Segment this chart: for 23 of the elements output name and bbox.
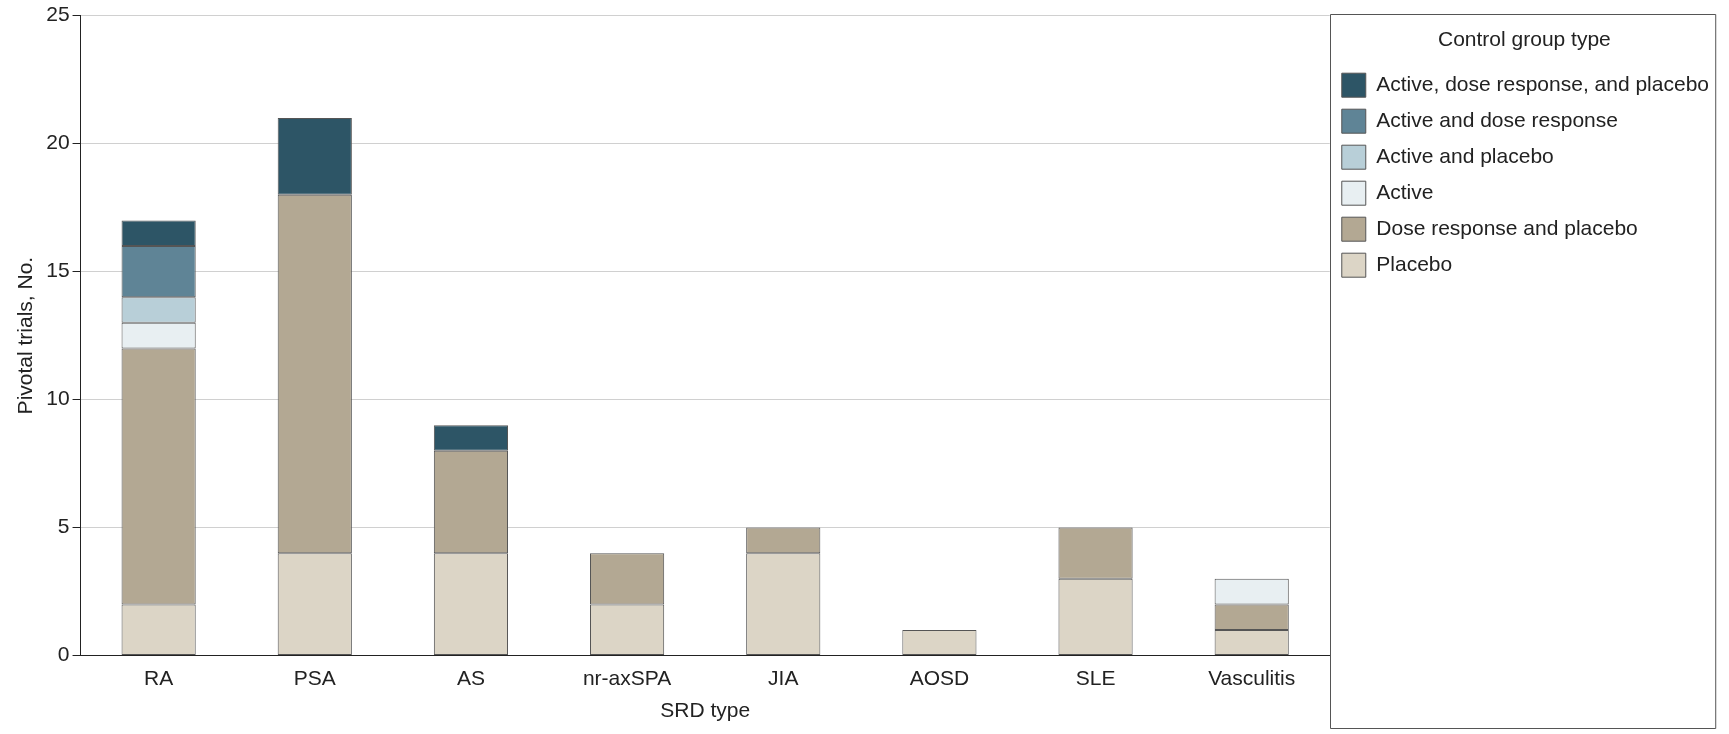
y-tick-label: 10 [46, 386, 70, 410]
legend-title: Control group type [1438, 27, 1611, 51]
x-tick-label: AS [456, 666, 485, 689]
legend-label: Active and placebo [1376, 144, 1554, 167]
x-tick-label: JIA [768, 666, 799, 689]
y-axis-title: Pivotal trials, No. [13, 256, 37, 415]
x-axis-title: SRD type [660, 698, 751, 722]
y-tick-label: 25 [46, 2, 70, 26]
y-tick-label: 5 [57, 514, 70, 538]
x-tick-label: AOSD [909, 666, 970, 689]
legend-label: Placebo [1376, 252, 1453, 275]
x-tick-label: SLE [1075, 666, 1116, 689]
legend-label: Active [1376, 180, 1434, 203]
x-tick-label: nr-axSPA [582, 666, 672, 689]
x-tick-label: RA [144, 666, 174, 689]
x-tick-label: PSA [293, 666, 336, 689]
y-tick-label: 0 [57, 642, 70, 666]
legend-label: Active and dose response [1376, 108, 1618, 131]
x-tick-label: Vasculitis [1208, 666, 1296, 689]
legend-label: Active, dose response, and placebo [1376, 72, 1709, 95]
y-tick-label: 20 [46, 130, 70, 154]
legend-label: Dose response and placebo [1376, 216, 1638, 239]
y-tick-label: 15 [46, 258, 70, 282]
